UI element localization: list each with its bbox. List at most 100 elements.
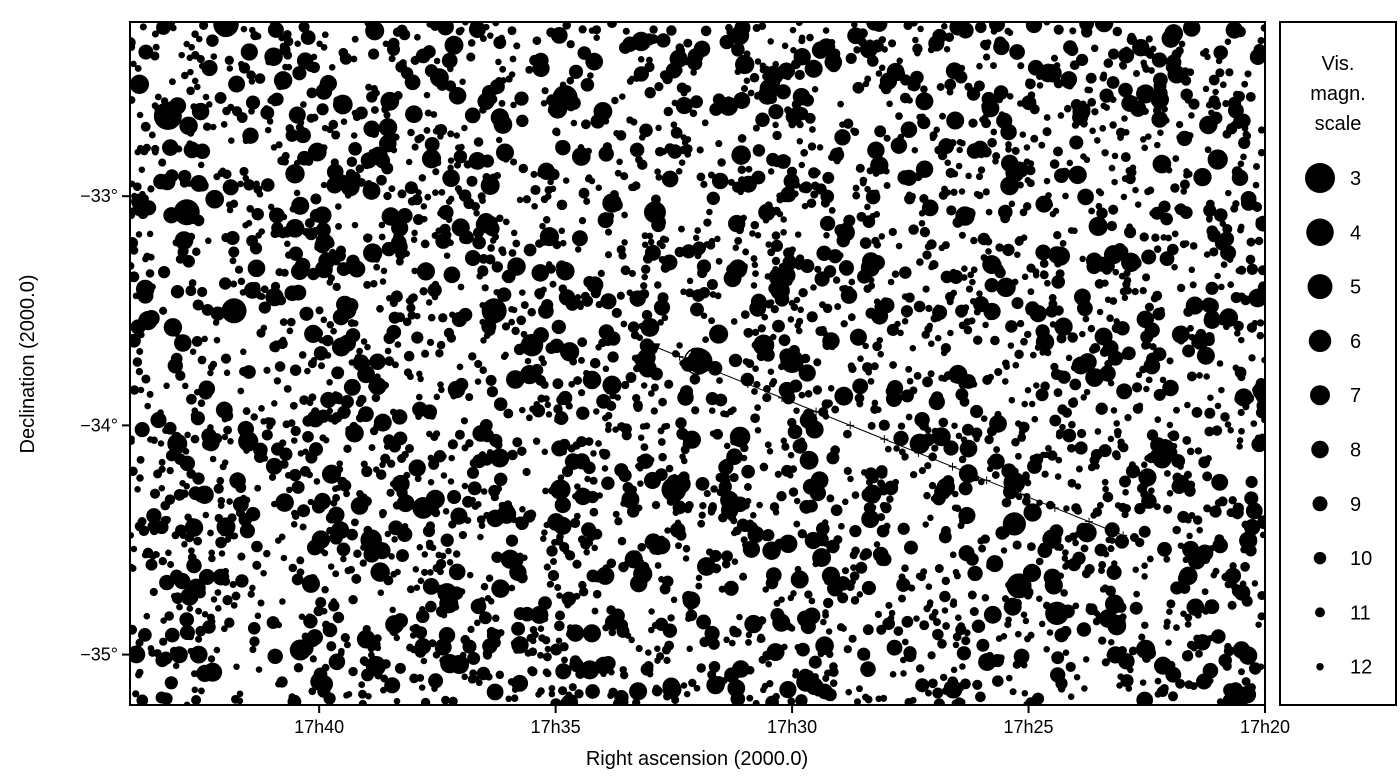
star — [1036, 82, 1044, 89]
star — [1094, 279, 1105, 289]
star — [497, 629, 505, 637]
star — [321, 620, 331, 629]
star — [1121, 510, 1129, 519]
star — [578, 217, 587, 225]
star — [950, 188, 958, 196]
star — [1184, 680, 1194, 689]
star — [878, 419, 890, 431]
star — [135, 671, 143, 679]
star — [635, 155, 643, 164]
star — [645, 56, 653, 64]
star — [550, 643, 563, 656]
star — [1016, 319, 1025, 328]
star — [386, 42, 401, 56]
star — [494, 440, 503, 450]
star — [160, 692, 173, 705]
star — [949, 600, 958, 608]
star — [477, 192, 486, 201]
star — [1211, 425, 1223, 436]
star — [904, 649, 917, 663]
star — [1021, 690, 1029, 697]
star — [708, 317, 716, 325]
star — [1094, 428, 1102, 435]
star — [1028, 400, 1036, 408]
star — [491, 579, 510, 598]
star — [213, 173, 221, 181]
star — [849, 551, 858, 560]
star — [191, 77, 199, 85]
star — [1219, 220, 1227, 227]
star — [866, 167, 874, 175]
star — [944, 78, 957, 91]
star — [1173, 624, 1180, 631]
star — [857, 355, 864, 362]
star — [432, 168, 440, 176]
star — [812, 560, 819, 568]
star — [1108, 204, 1119, 215]
star — [611, 618, 621, 628]
star — [658, 452, 667, 462]
star — [417, 577, 425, 585]
star — [1068, 397, 1079, 408]
star — [757, 633, 765, 642]
star — [351, 35, 359, 43]
star — [480, 175, 500, 196]
star — [335, 203, 342, 210]
star — [191, 407, 199, 414]
star — [940, 525, 951, 536]
star — [145, 269, 155, 278]
star — [761, 682, 769, 690]
star — [1152, 154, 1172, 174]
star — [501, 322, 511, 331]
star — [341, 407, 351, 417]
star — [618, 696, 629, 705]
star — [1227, 426, 1234, 434]
star — [1195, 328, 1207, 340]
star — [741, 464, 755, 479]
star — [787, 424, 803, 440]
star — [210, 53, 218, 60]
star — [1005, 674, 1013, 682]
star — [546, 581, 554, 588]
star — [437, 381, 444, 388]
star — [393, 91, 403, 100]
star — [138, 166, 146, 173]
star — [1008, 200, 1016, 208]
star — [1072, 539, 1079, 547]
star — [237, 387, 245, 395]
star — [427, 283, 442, 298]
star — [300, 101, 307, 108]
star — [235, 482, 247, 493]
star — [767, 368, 775, 375]
star — [1079, 22, 1095, 32]
star — [258, 301, 271, 314]
bright-star — [481, 298, 507, 324]
star — [169, 646, 179, 656]
star — [1196, 346, 1215, 365]
star — [909, 696, 917, 704]
star — [1244, 491, 1259, 506]
star — [1202, 85, 1210, 93]
star — [1043, 114, 1051, 121]
star — [134, 486, 141, 493]
star — [526, 414, 533, 422]
star — [184, 518, 204, 537]
star — [658, 576, 665, 583]
star — [800, 148, 809, 157]
star — [1159, 251, 1175, 267]
star — [637, 56, 645, 63]
star — [801, 202, 809, 210]
star — [1209, 247, 1219, 257]
star — [905, 413, 913, 421]
star — [480, 154, 495, 168]
star — [568, 64, 584, 79]
star — [541, 298, 554, 312]
star — [179, 479, 186, 487]
star — [800, 181, 813, 194]
star — [819, 325, 827, 333]
star — [903, 22, 913, 31]
star — [1153, 503, 1161, 511]
y-tick-label: −33° — [80, 186, 118, 206]
star — [1161, 29, 1181, 48]
star — [307, 498, 315, 506]
